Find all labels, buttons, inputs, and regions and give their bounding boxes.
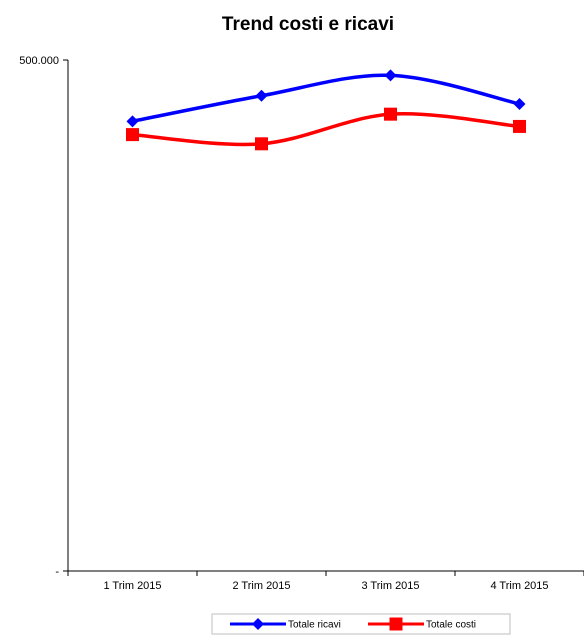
data-point-totale-costi-4 xyxy=(513,119,526,133)
legend-label-totale-ricavi: Totale ricavi xyxy=(288,620,341,631)
chart-title: Trend costi e ricavi xyxy=(222,14,394,35)
series-line-totale-ricavi xyxy=(130,73,522,124)
series-line-totale-costi xyxy=(130,112,522,147)
legend-marker-totale-costi xyxy=(389,617,403,631)
x-tick-label-3: 3 Trim 2015 xyxy=(361,580,419,592)
x-tick-label-2: 2 Trim 2015 xyxy=(232,580,290,592)
legend: Totale ricavi Totale costi xyxy=(211,613,511,635)
plot-area: 1 Trim 2015 2 Trim 2015 3 Trim 2015 4 Trim … xyxy=(63,59,584,592)
data-point-totale-costi-2 xyxy=(255,137,268,151)
data-point-totale-ricavi-4 xyxy=(513,97,526,110)
x-tick-label-1: 1 Trim 2015 xyxy=(103,580,161,592)
y-tick-label-max: 500.000 xyxy=(19,55,59,67)
legend-marker-totale-ricavi xyxy=(252,618,264,630)
data-point-totale-ricavi-3 xyxy=(384,69,397,82)
data-point-totale-ricavi-2 xyxy=(255,89,268,102)
legend-label-totale-costi: Totale costi xyxy=(426,620,476,631)
data-point-totale-costi-3 xyxy=(384,107,397,121)
data-point-totale-costi-1 xyxy=(126,128,139,142)
legend-box xyxy=(211,613,511,635)
x-tick-label-4: 4 Trim 2015 xyxy=(490,580,548,592)
data-point-totale-ricavi-1 xyxy=(126,115,139,128)
y-tick-label-zero: - xyxy=(55,566,59,578)
